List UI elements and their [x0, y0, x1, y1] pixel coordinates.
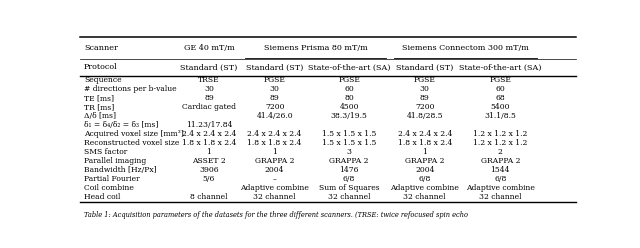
- Text: Adaptive combine: Adaptive combine: [466, 184, 535, 192]
- Text: Standard (ST): Standard (ST): [246, 63, 303, 71]
- Text: 6/8: 6/8: [494, 175, 506, 183]
- Text: 6/8: 6/8: [343, 175, 355, 183]
- Text: 30: 30: [269, 85, 280, 93]
- Text: 2: 2: [498, 148, 503, 156]
- Text: 1.8 x 1.8 x 2.4: 1.8 x 1.8 x 2.4: [182, 139, 236, 147]
- Text: Reconstructed voxel size: Reconstructed voxel size: [84, 139, 179, 147]
- Text: Sequence: Sequence: [84, 76, 122, 84]
- Text: Bandwidth [Hz/Px]: Bandwidth [Hz/Px]: [84, 166, 157, 174]
- Text: 1.8 x 1.8 x 2.4: 1.8 x 1.8 x 2.4: [397, 139, 452, 147]
- Text: 7200: 7200: [415, 103, 435, 111]
- Text: 1: 1: [272, 148, 277, 156]
- Text: PGSE: PGSE: [414, 76, 436, 84]
- Text: Cardiac gated: Cardiac gated: [182, 103, 236, 111]
- Text: 1.2 x 1.2 x 1.2: 1.2 x 1.2 x 1.2: [473, 130, 527, 138]
- Text: PGSE: PGSE: [264, 76, 285, 84]
- Text: Standard (ST): Standard (ST): [180, 63, 237, 71]
- Text: Partial Fourier: Partial Fourier: [84, 175, 140, 183]
- Text: Sum of Squares: Sum of Squares: [319, 184, 380, 192]
- Text: ASSET 2: ASSET 2: [192, 157, 226, 165]
- Text: TR [ms]: TR [ms]: [84, 103, 114, 111]
- Text: State-of-the-art (SA): State-of-the-art (SA): [459, 63, 541, 71]
- Text: Siemens Prisma 80 mT/m: Siemens Prisma 80 mT/m: [264, 44, 367, 52]
- Text: 31.1/8.5: 31.1/8.5: [484, 112, 516, 120]
- Text: 1476: 1476: [339, 166, 359, 174]
- Text: Siemens Connectom 300 mT/m: Siemens Connectom 300 mT/m: [402, 44, 529, 52]
- Text: 38.3/19.5: 38.3/19.5: [331, 112, 367, 120]
- Text: 60: 60: [344, 85, 354, 93]
- Text: Coil combine: Coil combine: [84, 184, 134, 192]
- Text: 89: 89: [420, 94, 429, 102]
- Text: GRAPPA 2: GRAPPA 2: [405, 157, 444, 165]
- Text: Standard (ST): Standard (ST): [396, 63, 453, 71]
- Text: δ₁ = δ₄/δ₂ = δ₃ [ms]: δ₁ = δ₄/δ₂ = δ₃ [ms]: [84, 121, 158, 129]
- Text: Head coil: Head coil: [84, 193, 120, 201]
- Text: SMS factor: SMS factor: [84, 148, 127, 156]
- Text: 5400: 5400: [491, 103, 510, 111]
- Text: 41.8/28.5: 41.8/28.5: [406, 112, 443, 120]
- Text: 8 channel: 8 channel: [190, 193, 228, 201]
- Text: 11.23/17.84: 11.23/17.84: [186, 121, 232, 129]
- Text: 89: 89: [204, 94, 214, 102]
- Text: GE 40 mT/m: GE 40 mT/m: [184, 44, 234, 52]
- Text: 3906: 3906: [199, 166, 219, 174]
- Text: # directions per b-value: # directions per b-value: [84, 85, 177, 93]
- Text: State-of-the-art (SA): State-of-the-art (SA): [308, 63, 390, 71]
- Text: 3: 3: [347, 148, 351, 156]
- Text: 2.4 x 2.4 x 2.4: 2.4 x 2.4 x 2.4: [397, 130, 452, 138]
- Text: 5/6: 5/6: [203, 175, 215, 183]
- Text: 1: 1: [422, 148, 427, 156]
- Text: 7200: 7200: [265, 103, 284, 111]
- Text: 2.4 x 2.4 x 2.4: 2.4 x 2.4 x 2.4: [248, 130, 302, 138]
- Text: TRSE: TRSE: [198, 76, 220, 84]
- Text: 32 channel: 32 channel: [479, 193, 522, 201]
- Text: 2.4 x 2.4 x 2.4: 2.4 x 2.4 x 2.4: [182, 130, 236, 138]
- Text: 6/8: 6/8: [419, 175, 431, 183]
- Text: PGSE: PGSE: [490, 76, 511, 84]
- Text: GRAPPA 2: GRAPPA 2: [255, 157, 294, 165]
- Text: 2004: 2004: [415, 166, 435, 174]
- Text: TE [ms]: TE [ms]: [84, 94, 114, 102]
- Text: 80: 80: [344, 94, 354, 102]
- Text: 68: 68: [495, 94, 505, 102]
- Text: Δ/δ [ms]: Δ/δ [ms]: [84, 112, 116, 120]
- Text: 30: 30: [420, 85, 429, 93]
- Text: 1.2 x 1.2 x 1.2: 1.2 x 1.2 x 1.2: [473, 139, 527, 147]
- Text: Scanner: Scanner: [84, 44, 118, 52]
- Text: Acquired voxel size [mm³]: Acquired voxel size [mm³]: [84, 130, 184, 138]
- Text: 32 channel: 32 channel: [253, 193, 296, 201]
- Text: 89: 89: [270, 94, 280, 102]
- Text: 30: 30: [204, 85, 214, 93]
- Text: 1.5 x 1.5 x 1.5: 1.5 x 1.5 x 1.5: [322, 130, 376, 138]
- Text: –: –: [273, 175, 276, 183]
- Text: 2004: 2004: [265, 166, 284, 174]
- Text: 1544: 1544: [491, 166, 510, 174]
- Text: Table 1: Acquisition parameters of the datasets for the three different scanners: Table 1: Acquisition parameters of the d…: [84, 211, 468, 219]
- Text: GRAPPA 2: GRAPPA 2: [330, 157, 369, 165]
- Text: 60: 60: [495, 85, 505, 93]
- Text: 41.4/26.0: 41.4/26.0: [257, 112, 293, 120]
- Text: PGSE: PGSE: [338, 76, 360, 84]
- Text: 32 channel: 32 channel: [328, 193, 371, 201]
- Text: 1.8 x 1.8 x 2.4: 1.8 x 1.8 x 2.4: [248, 139, 302, 147]
- Text: 4500: 4500: [339, 103, 359, 111]
- Text: 1.5 x 1.5 x 1.5: 1.5 x 1.5 x 1.5: [322, 139, 376, 147]
- Text: 1: 1: [207, 148, 211, 156]
- Text: Parallel imaging: Parallel imaging: [84, 157, 146, 165]
- Text: GRAPPA 2: GRAPPA 2: [481, 157, 520, 165]
- Text: Adaptive combine: Adaptive combine: [390, 184, 459, 192]
- Text: Protocol: Protocol: [84, 63, 118, 71]
- Text: Adaptive combine: Adaptive combine: [240, 184, 309, 192]
- Text: 32 channel: 32 channel: [403, 193, 446, 201]
